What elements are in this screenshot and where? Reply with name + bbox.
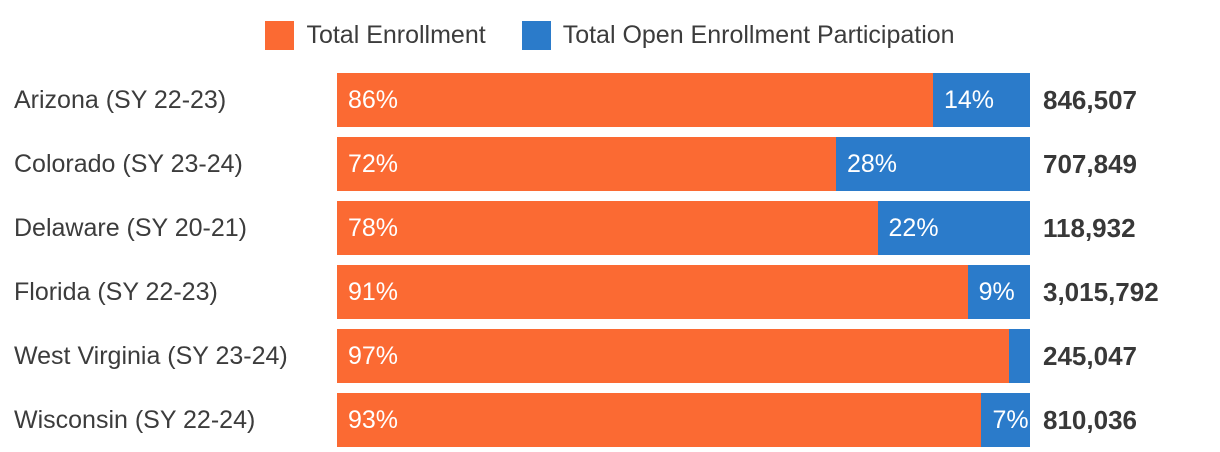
legend-item-total-enrollment: Total Enrollment [265, 20, 486, 50]
total-value-label: 245,047 [1043, 340, 1137, 371]
bar-track: 72% 28% [337, 137, 1030, 191]
total-value-label: 118,932 [1043, 212, 1136, 243]
category-label: West Virginia (SY 23-24) [14, 341, 288, 370]
legend: Total Enrollment Total Open Enrollment P… [0, 0, 1220, 68]
participation-bar-segment: 22% [877, 201, 1030, 255]
enrollment-bar-segment: 86% [337, 73, 933, 127]
category-label: Colorado (SY 23-24) [14, 149, 243, 178]
participation-bar-segment: 7% [981, 393, 1030, 447]
bar-track: 97% [337, 329, 1030, 383]
chart-rows: Arizona (SY 22-23) 86% 14% 846,507 Color… [0, 68, 1220, 452]
participation-pct-label: 22% [888, 213, 939, 242]
chart-row: Delaware (SY 20-21) 78% 22% 118,932 [0, 196, 1220, 260]
enrollment-pct-label: 97% [348, 341, 399, 370]
total-value-label: 810,036 [1043, 404, 1137, 435]
chart-row: Florida (SY 22-23) 91% 9% 3,015,792 [0, 260, 1220, 324]
bar-track: 91% 9% [337, 265, 1030, 319]
total-value-label: 707,849 [1043, 148, 1137, 179]
bar-track: 93% 7% [337, 393, 1030, 447]
category-label: Wisconsin (SY 22-24) [14, 405, 256, 434]
bar-track: 78% 22% [337, 201, 1030, 255]
total-value-label: 846,507 [1043, 84, 1137, 115]
participation-pct-label: 7% [992, 405, 1029, 434]
participation-bar-segment: 14% [932, 73, 1030, 127]
participation-pct-label: 28% [846, 149, 897, 178]
chart-row: West Virginia (SY 23-24) 97% 245,047 [0, 324, 1220, 388]
participation-pct-label: 9% [978, 277, 1015, 306]
enrollment-bar-segment: 91% [337, 265, 968, 319]
chart-row: Colorado (SY 23-24) 72% 28% 707,849 [0, 132, 1220, 196]
chart-row: Wisconsin (SY 22-24) 93% 7% 810,036 [0, 388, 1220, 452]
enrollment-pct-label: 91% [348, 277, 399, 306]
enrollment-bar-segment: 78% [337, 201, 878, 255]
legend-label-enrollment: Total Enrollment [306, 20, 486, 49]
participation-bar-segment [1009, 329, 1030, 383]
participation-pct-label: 14% [943, 85, 995, 114]
category-label: Delaware (SY 20-21) [14, 213, 247, 242]
bar-track: 86% 14% [337, 73, 1030, 127]
enrollment-bar-segment: 93% [337, 393, 982, 447]
total-value-label: 3,015,792 [1043, 276, 1159, 307]
enrollment-bar-segment: 97% [337, 329, 1010, 383]
legend-item-open-enrollment-participation: Total Open Enrollment Participation [521, 20, 955, 50]
participation-bar-segment: 9% [967, 265, 1030, 319]
enrollment-pct-label: 93% [348, 405, 399, 434]
chart-row: Arizona (SY 22-23) 86% 14% 846,507 [0, 68, 1220, 132]
enrollment-pct-label: 86% [348, 85, 399, 114]
category-label: Florida (SY 22-23) [14, 277, 218, 306]
enrollment-pct-label: 78% [348, 213, 399, 242]
category-label: Arizona (SY 22-23) [14, 85, 227, 114]
enrollment-pct-label: 72% [348, 149, 399, 178]
participation-bar-segment: 28% [835, 137, 1030, 191]
legend-label-participation: Total Open Enrollment Participation [562, 20, 955, 49]
legend-swatch-enrollment [265, 20, 295, 50]
enrollment-bar-segment: 72% [337, 137, 836, 191]
legend-swatch-participation [521, 20, 551, 50]
